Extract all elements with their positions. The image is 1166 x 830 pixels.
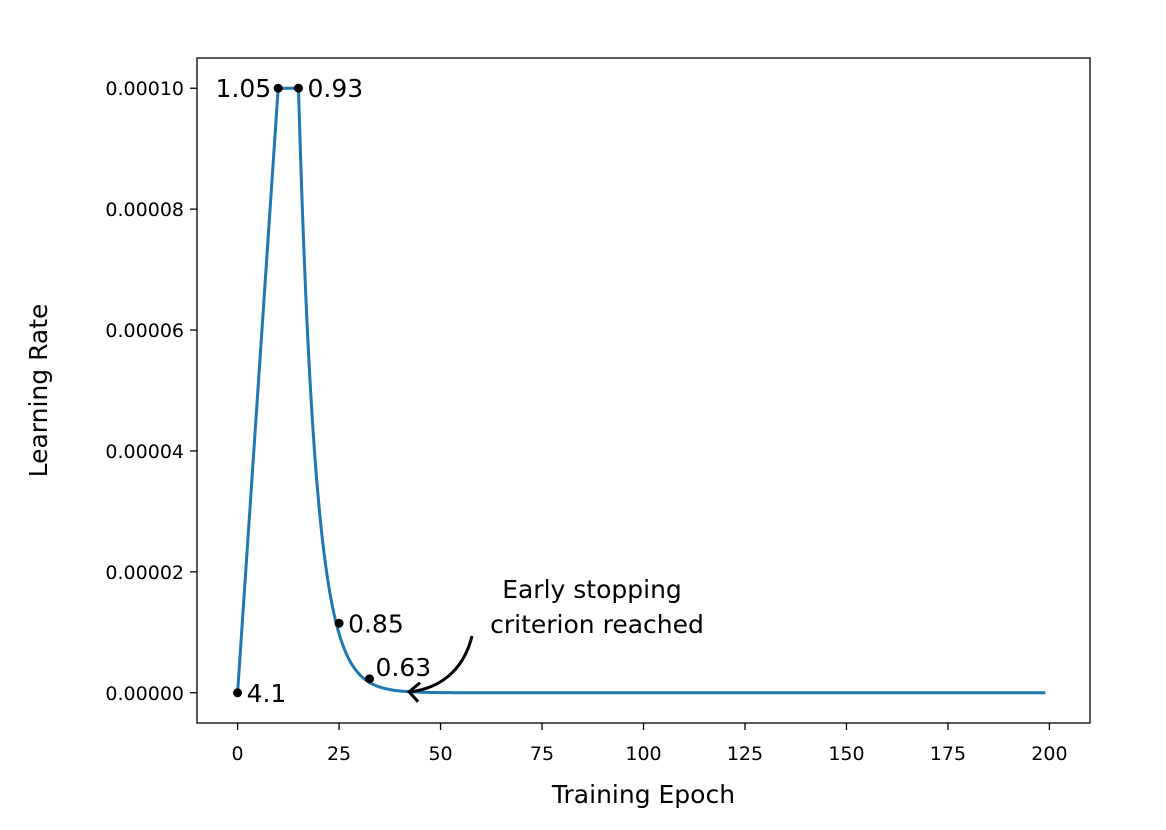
- marked-point-label: 0.63: [376, 653, 432, 682]
- x-tick-label: 125: [727, 743, 763, 765]
- marked-point: [233, 688, 243, 698]
- x-tick-label: 25: [327, 743, 351, 765]
- y-tick-label: 0.00004: [105, 441, 184, 463]
- y-tick-label: 0.00000: [105, 683, 184, 705]
- marked-point: [365, 674, 375, 684]
- y-tick-label: 0.00002: [105, 562, 184, 584]
- x-tick-label: 175: [930, 743, 966, 765]
- x-tick-label: 0: [232, 743, 244, 765]
- marked-point-label: 0.93: [307, 74, 363, 103]
- x-tick-label: 75: [530, 743, 554, 765]
- annotation-text-line-2: criterion reached: [490, 610, 704, 639]
- x-tick-label: 100: [625, 743, 661, 765]
- annotation-text-line-1: Early stopping: [502, 575, 682, 604]
- marked-point: [273, 83, 283, 93]
- learning-rate-series-line: [236, 86, 1046, 695]
- y-axis-ticks: 0.00000 0.00002 0.00004 0.00006 0.00008 0.000…: [105, 78, 197, 705]
- annotation-arrow: [409, 635, 474, 694]
- x-axis-title: Training Epoch: [551, 780, 735, 809]
- plot-layer: [236, 86, 1046, 695]
- marked-point-label: 4.1: [247, 679, 287, 708]
- x-tick-label: 50: [428, 743, 452, 765]
- y-axis-title: Learning Rate: [24, 304, 53, 478]
- x-axis-ticks: 0 25 50 75 100 125 150 175 200: [232, 723, 1068, 765]
- early-stopping-annotation: Early stopping criterion reached: [406, 575, 704, 703]
- marked-point-label: 1.05: [216, 74, 272, 103]
- marked-point-label: 0.85: [348, 609, 404, 638]
- annotation-arrowhead: [406, 681, 422, 703]
- y-tick-label: 0.00006: [105, 320, 184, 342]
- x-tick-label: 150: [828, 743, 864, 765]
- marked-points: 4.1 1.05 0.93 0.85 0.63: [216, 74, 432, 708]
- marked-point: [334, 618, 344, 628]
- x-tick-label: 200: [1031, 743, 1067, 765]
- y-tick-label: 0.00010: [105, 78, 184, 100]
- y-tick-label: 0.00008: [105, 199, 184, 221]
- marked-point: [293, 83, 303, 93]
